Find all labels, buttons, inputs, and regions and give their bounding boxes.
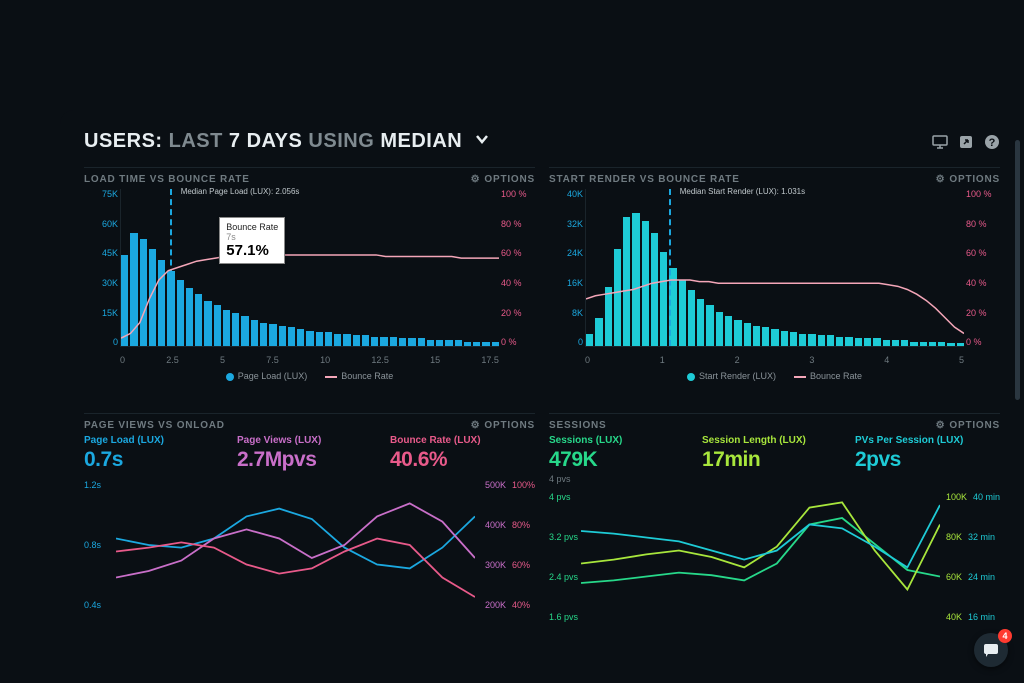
legend: Start Render (LUX)Bounce Rate [549,371,1000,381]
tooltip: Bounce Rate 7s 57.1% [219,217,285,264]
gear-icon: ⚙ [471,420,481,431]
y-axis-left: 4 pvs3.2 pvs2.4 pvs1.6 pvs [549,492,578,622]
topbar: USERS: LAST 7 DAYS USING MEDIAN ? [84,130,1000,153]
panel-page-views: PAGE VIEWS VS ONLOAD ⚙OPTIONS Page Load … [84,413,535,645]
chevron-down-icon[interactable] [474,130,490,153]
title-using: USING [308,130,374,152]
chat-fab[interactable]: 4 [974,633,1008,667]
page-title[interactable]: USERS: LAST 7 DAYS USING MEDIAN [84,130,490,153]
lines-svg [116,480,475,610]
lines-chart: 1.2s0.8s0.4s 500K100%400K80%300K60%200K4… [84,480,535,610]
options-button[interactable]: ⚙OPTIONS [471,420,535,431]
dashboard-screen: USERS: LAST 7 DAYS USING MEDIAN ? LOAD T… [60,110,1024,683]
plot-area: Median Page Load (LUX): 2.056s Bounce Ra… [120,189,499,347]
line-overlay [121,189,499,346]
tooltip-value: 57.1% [226,242,278,259]
combo-chart-load-time: 75K60K45K30K15K0 100 %80 %60 %40 %20 %0 … [84,189,535,369]
lines-svg [581,492,940,622]
panel-start-render: START RENDER VS BOUNCE RATE ⚙OPTIONS 40K… [549,167,1000,399]
chat-icon [982,641,1000,659]
line-overlay [586,189,964,346]
tooltip-sub: 7s [226,232,278,242]
options-button[interactable]: ⚙OPTIONS [936,174,1000,185]
tooltip-label: Bounce Rate [226,222,278,232]
panel-title: LOAD TIME VS BOUNCE RATE [84,174,250,185]
help-icon[interactable]: ? [984,134,1000,150]
notification-badge: 4 [998,629,1012,643]
plot-area: Median Start Render (LUX): 1.031s [585,189,964,347]
title-last: LAST [169,130,223,152]
top-actions: ? [932,134,1000,150]
panel-title: PAGE VIEWS VS ONLOAD [84,420,225,431]
metrics-row: Page Load (LUX)0.7sPage Views (LUX)2.7Mp… [84,435,535,472]
y-axis-left: 75K60K45K30K15K0 [84,189,118,347]
panels-grid: LOAD TIME VS BOUNCE RATE ⚙OPTIONS 75K60K… [84,167,1000,645]
scrollbar[interactable] [1015,140,1020,400]
legend: Page Load (LUX)Bounce Rate [84,371,535,381]
panel-sessions: SESSIONS ⚙OPTIONS Sessions (LUX)479K4 pv… [549,413,1000,645]
y-axis-left: 40K32K24K16K8K0 [549,189,583,347]
y-axis-right: 100 %80 %60 %40 %20 %0 % [966,189,1000,347]
lines-chart: 4 pvs3.2 pvs2.4 pvs1.6 pvs 100K40 min80K… [549,492,1000,622]
monitor-icon[interactable] [932,134,948,150]
panel-title: SESSIONS [549,420,607,431]
title-range: 7 DAYS [229,130,302,152]
gear-icon: ⚙ [471,174,481,185]
y-axis-right: 100K40 min80K32 min60K24 min40K16 min [946,492,1000,622]
gear-icon: ⚙ [936,420,946,431]
x-axis: 02.557.51012.51517.5 [120,355,499,365]
title-prefix: USERS: [84,130,163,152]
y-axis-right: 500K100%400K80%300K60%200K40% [485,480,535,610]
y-axis-right: 100 %80 %60 %40 %20 %0 % [501,189,535,347]
options-button[interactable]: ⚙OPTIONS [936,420,1000,431]
x-axis: 012345 [585,355,964,365]
options-button[interactable]: ⚙OPTIONS [471,174,535,185]
combo-chart-start-render: 40K32K24K16K8K0 100 %80 %60 %40 %20 %0 %… [549,189,1000,369]
y-axis-left: 1.2s0.8s0.4s [84,480,101,610]
svg-text:?: ? [989,137,996,149]
panel-load-time: LOAD TIME VS BOUNCE RATE ⚙OPTIONS 75K60K… [84,167,535,399]
gear-icon: ⚙ [936,174,946,185]
share-icon[interactable] [958,134,974,150]
panel-title: START RENDER VS BOUNCE RATE [549,174,740,185]
metrics-row: Sessions (LUX)479K4 pvsSession Length (L… [549,435,1000,484]
title-metric: MEDIAN [380,130,462,152]
